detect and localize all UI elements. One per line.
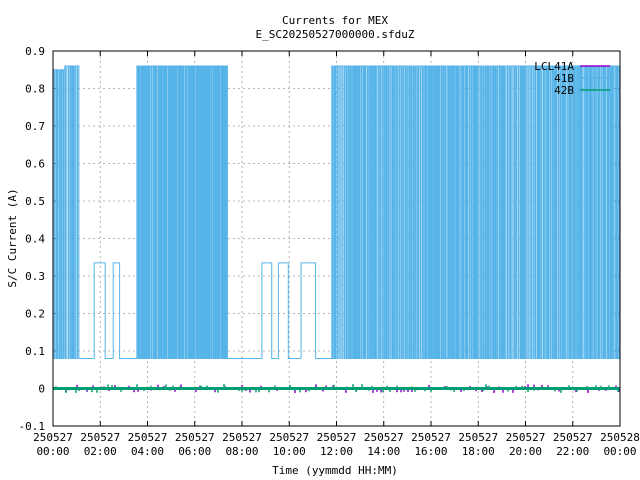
x-tick-label-time: 14:00 <box>367 445 400 458</box>
series-line-41B <box>52 65 621 359</box>
legend-label: LCL41A <box>534 60 574 73</box>
x-tick-label-date: 250528 <box>600 431 640 444</box>
x-tick-label-time: 18:00 <box>462 445 495 458</box>
x-tick-label-date: 250527 <box>175 431 215 444</box>
x-tick-label-date: 250527 <box>317 431 357 444</box>
x-tick-label-date: 250527 <box>411 431 451 444</box>
x-axis-label: Time (yymmdd HH:MM) <box>272 464 398 477</box>
legend-label: 41B <box>554 72 574 85</box>
x-tick-label-date: 250527 <box>33 431 73 444</box>
x-tick-label-time: 12:00 <box>320 445 353 458</box>
y-axis-label: S/C Current (A) <box>6 188 19 287</box>
x-tick-label-time: 06:00 <box>178 445 211 458</box>
y-tick-label: 0.8 <box>25 83 45 96</box>
x-tick-label-date: 250527 <box>506 431 546 444</box>
y-tick-label: 0.7 <box>25 120 45 133</box>
y-tick-label: -0.1 <box>19 420 46 433</box>
chart-title: Currents for MEX <box>282 14 388 27</box>
series-spikes-42B <box>55 384 619 393</box>
x-tick-label-time: 20:00 <box>509 445 542 458</box>
y-tick-label: 0 <box>38 383 45 396</box>
chart-subtitle: E_SC20250527000000.sfduZ <box>256 28 415 41</box>
plot-frame <box>52 50 621 427</box>
x-tick-label-date: 250527 <box>553 431 593 444</box>
x-tick-label-time: 10:00 <box>273 445 306 458</box>
y-tick-label: 0.2 <box>25 308 45 321</box>
x-tick-label-time: 00:00 <box>36 445 69 458</box>
y-tick-label: 0.4 <box>25 233 45 246</box>
plot-series <box>52 65 621 393</box>
x-tick-label-date: 250527 <box>364 431 404 444</box>
x-tick-label-time: 22:00 <box>556 445 589 458</box>
x-tick-label-date: 250527 <box>128 431 168 444</box>
x-tick-label-time: 16:00 <box>414 445 447 458</box>
y-tick-labels: -0.1 0 0.1 0.2 0.3 0.4 0.5 0.6 0.7 0.8 0.9 <box>19 45 46 433</box>
y-tick-label: 0.3 <box>25 270 45 283</box>
x-tick-label-date: 250527 <box>269 431 309 444</box>
y-tick-label: 0.9 <box>25 45 45 58</box>
x-tick-label-date: 250527 <box>80 431 120 444</box>
x-tick-label-date: 250527 <box>222 431 262 444</box>
x-tick-label-time: 08:00 <box>225 445 258 458</box>
y-tick-label: 0.1 <box>25 345 45 358</box>
x-tick-label-time: 04:00 <box>131 445 164 458</box>
x-tick-label-time: 00:00 <box>603 445 636 458</box>
x-tick-label-time: 02:00 <box>84 445 117 458</box>
y-tick-label: 0.5 <box>25 195 45 208</box>
x-tick-label-date: 250527 <box>458 431 498 444</box>
x-tick-labels: 25052700:0025052702:0025052704:002505270… <box>33 431 640 458</box>
legend-label: 42B <box>554 84 574 97</box>
y-tick-label: 0.6 <box>25 158 45 171</box>
